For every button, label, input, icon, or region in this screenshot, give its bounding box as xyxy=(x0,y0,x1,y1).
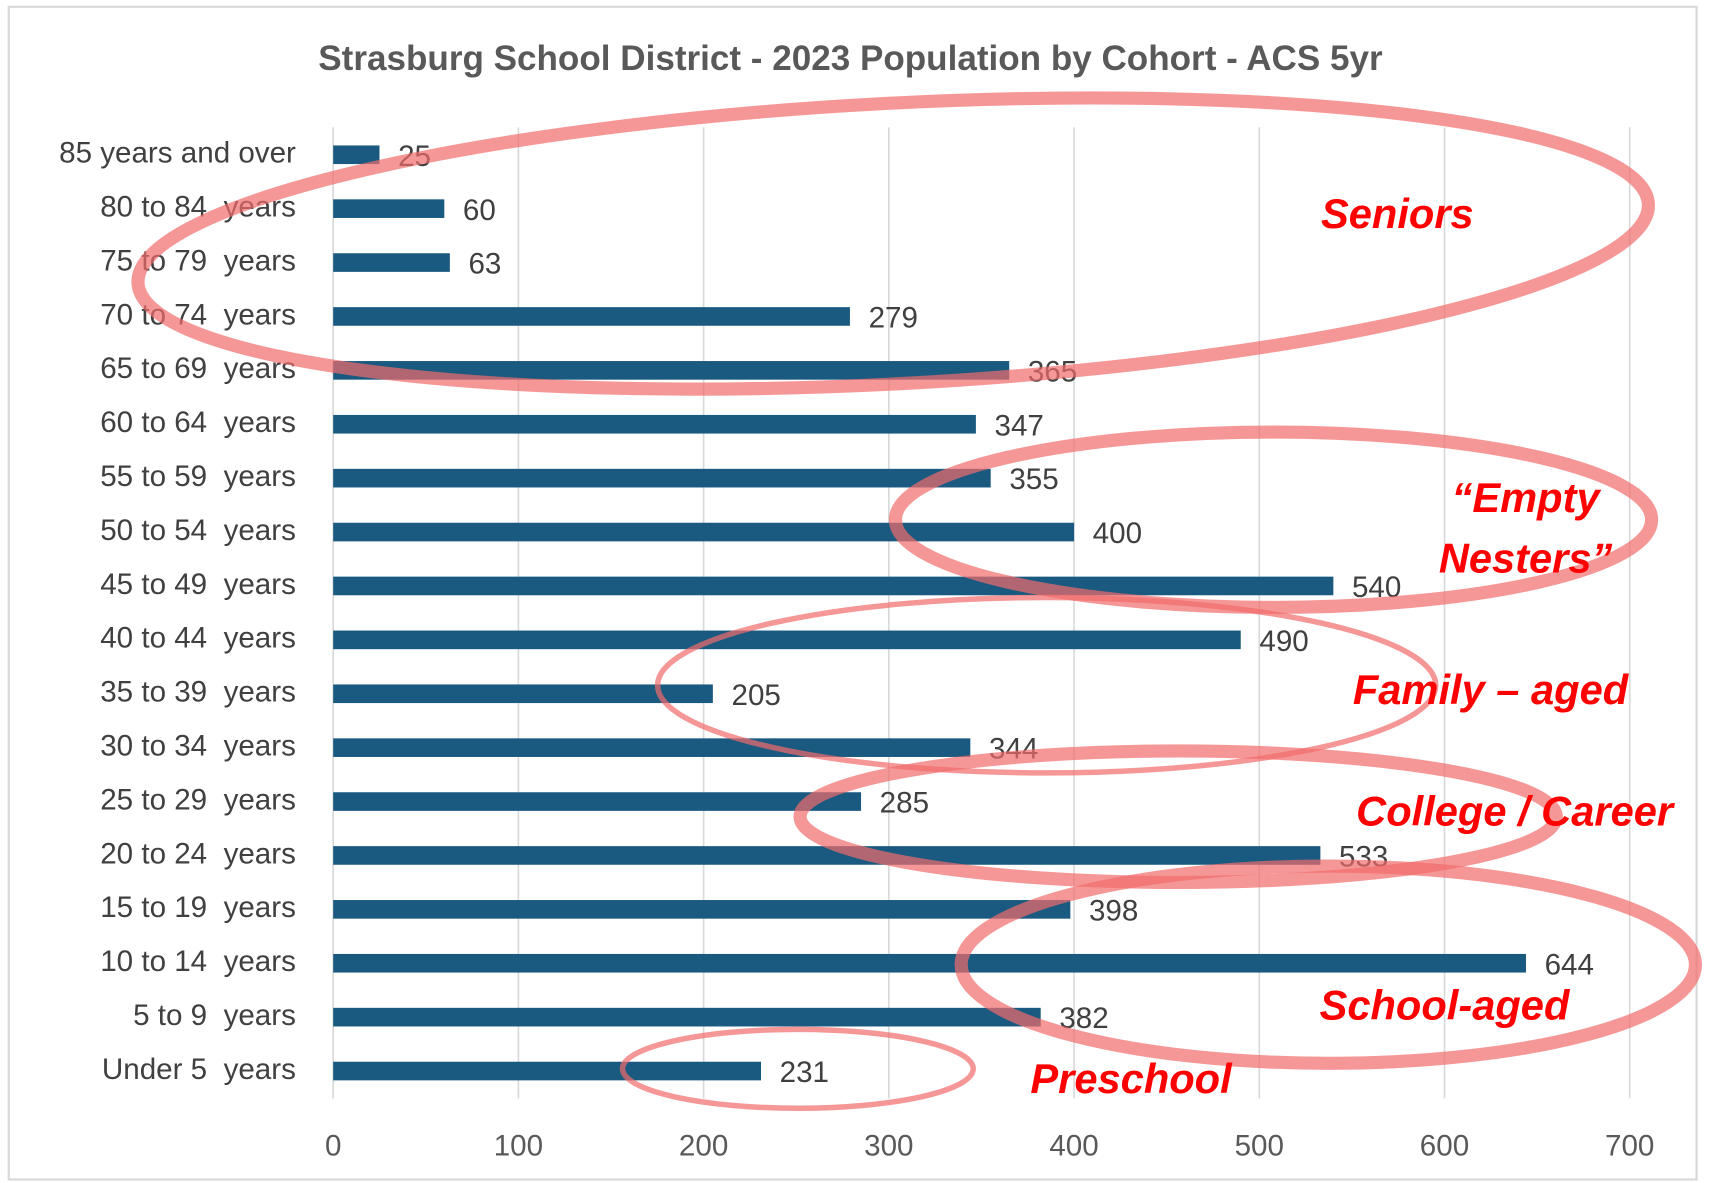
bar xyxy=(333,199,445,218)
y-tick-label: 20 to 24 years xyxy=(100,837,296,870)
y-tick-label: 30 to 34 years xyxy=(100,729,296,762)
bar xyxy=(333,792,862,811)
bar xyxy=(333,953,1526,973)
y-tick-label: 70 to 74 years xyxy=(100,298,296,331)
annotation-text: Preschool xyxy=(1030,1055,1233,1102)
y-tick-label: 50 to 54 years xyxy=(100,514,296,547)
bar xyxy=(333,522,1075,542)
x-tick-label: 500 xyxy=(1235,1130,1284,1163)
bar xyxy=(333,846,1321,865)
y-tick-label: 60 to 64 years xyxy=(100,406,296,439)
annotation-text: Seniors xyxy=(1321,190,1474,237)
y-tick-label: 55 to 59 years xyxy=(100,460,296,493)
x-tick-label: 700 xyxy=(1605,1130,1654,1163)
bar xyxy=(333,684,713,704)
y-tick-label: 15 to 19 years xyxy=(100,891,296,924)
y-tick-label: 35 to 39 years xyxy=(100,676,296,709)
data-label: 60 xyxy=(463,194,496,227)
annotation-ellipse xyxy=(888,425,1659,614)
x-tick-label: 100 xyxy=(494,1130,543,1163)
bar xyxy=(333,253,450,272)
data-label: 231 xyxy=(780,1056,829,1089)
bar xyxy=(333,576,1334,596)
data-label: 285 xyxy=(880,787,929,820)
y-tick-label: 5 to 9 years xyxy=(133,999,296,1032)
y-tick-label: 45 to 49 years xyxy=(100,568,296,601)
annotation-text: Family – aged xyxy=(1353,666,1630,713)
x-tick-label: 300 xyxy=(864,1130,913,1163)
data-label: 355 xyxy=(1009,463,1058,496)
bar xyxy=(333,1007,1041,1027)
bar xyxy=(333,738,971,757)
y-tick-label: 85 years and over xyxy=(59,137,296,170)
data-label: 400 xyxy=(1093,517,1142,550)
data-label: 279 xyxy=(869,302,918,335)
data-label: 398 xyxy=(1089,894,1138,927)
x-tick-label: 600 xyxy=(1420,1130,1469,1163)
x-tick-label: 200 xyxy=(679,1130,728,1163)
annotation-ellipse xyxy=(954,859,1703,1070)
y-tick-label: 10 to 14 years xyxy=(100,945,296,978)
data-label: 205 xyxy=(732,679,781,712)
data-label: 347 xyxy=(995,409,1044,442)
annotation-text: Nesters” xyxy=(1439,534,1613,581)
bar xyxy=(333,307,850,326)
annotation-text: “Empty xyxy=(1452,474,1602,521)
annotation-ellipse xyxy=(654,594,1439,776)
bar xyxy=(333,900,1071,919)
bar xyxy=(333,361,1010,380)
annotation-ellipse xyxy=(793,744,1563,890)
y-tick-label: Under 5 years xyxy=(102,1053,296,1086)
bar xyxy=(333,630,1241,650)
bar xyxy=(333,145,380,165)
data-label: 490 xyxy=(1259,625,1308,658)
annotation-ellipse xyxy=(131,91,1656,396)
y-tick-label: 75 to 79 years xyxy=(100,244,296,277)
annotation-ellipse xyxy=(619,1026,976,1111)
x-tick-label: 400 xyxy=(1049,1130,1098,1163)
y-tick-label: 25 to 29 years xyxy=(100,783,296,816)
annotation-text: School-aged xyxy=(1320,982,1571,1029)
y-tick-label: 40 to 44 years xyxy=(100,622,296,655)
bar xyxy=(333,414,976,434)
data-label: 63 xyxy=(468,248,501,281)
chart-title: Strasburg School District - 2023 Populat… xyxy=(318,39,1383,78)
bar xyxy=(333,1061,762,1081)
annotation-text: College / Career xyxy=(1356,788,1676,835)
bar xyxy=(333,468,991,488)
data-label: 644 xyxy=(1545,948,1594,981)
x-tick-label: 0 xyxy=(325,1130,341,1163)
